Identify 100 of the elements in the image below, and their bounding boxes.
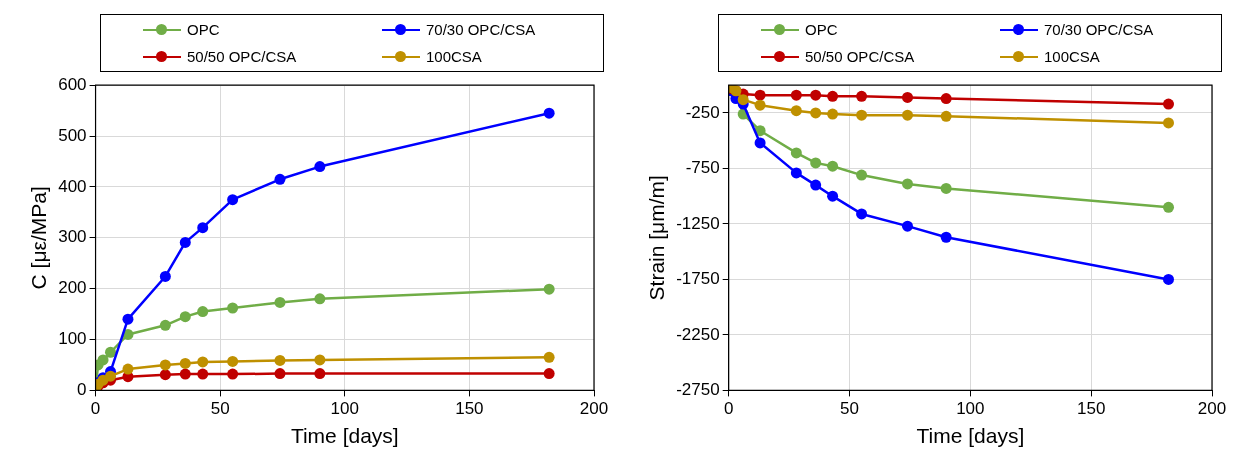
point — [197, 368, 209, 380]
point — [902, 109, 914, 121]
y-tick-label: -1750 — [676, 269, 720, 289]
point — [790, 147, 802, 159]
x-axis-title: Time [days] — [290, 424, 399, 448]
point — [543, 368, 555, 380]
point — [827, 90, 839, 102]
y-tick-label: -750 — [685, 158, 720, 178]
x-tick-label: 100 — [330, 399, 359, 419]
point — [827, 108, 839, 120]
point — [1163, 273, 1174, 285]
point — [810, 157, 822, 169]
x-tick-label: 150 — [455, 399, 484, 419]
point — [754, 137, 766, 149]
point — [159, 369, 171, 381]
point — [543, 107, 555, 119]
point — [856, 208, 868, 220]
point — [940, 93, 952, 105]
point — [159, 319, 171, 331]
legend-label: 100CSA — [1044, 48, 1100, 65]
point — [274, 354, 286, 366]
y-tick-label: 0 — [77, 380, 87, 400]
point — [940, 182, 952, 194]
point — [810, 107, 822, 119]
point — [227, 368, 239, 380]
point — [197, 306, 209, 318]
y-tick-label: 500 — [58, 125, 87, 145]
x-tick-label: 50 — [210, 399, 230, 419]
point — [227, 355, 239, 367]
y-tick-label: 200 — [58, 278, 87, 298]
point — [827, 190, 839, 202]
y-axis-title: Strain [μm/m] — [645, 175, 669, 301]
point — [940, 231, 952, 243]
point — [754, 89, 766, 101]
y-tick-label: -250 — [685, 102, 720, 122]
point — [314, 293, 326, 305]
point — [810, 89, 822, 101]
y-tick-label: -1250 — [676, 213, 720, 233]
x-tick-label: 200 — [579, 399, 609, 419]
legend-label: 50/50 OPC/CSA — [805, 48, 915, 65]
x-tick-label: 0 — [723, 399, 734, 419]
point — [314, 368, 326, 380]
y-tick-label: 400 — [58, 176, 87, 196]
x-axis-title: Time [days] — [916, 424, 1025, 448]
legend-label: OPC — [187, 21, 220, 38]
point — [227, 194, 239, 206]
point — [314, 354, 326, 366]
point — [790, 105, 802, 117]
point — [122, 313, 134, 325]
point — [274, 173, 286, 185]
point — [274, 368, 286, 380]
point — [543, 283, 555, 295]
point — [179, 311, 191, 323]
legend-label: 70/30 OPC/CSA — [426, 21, 536, 38]
x-tick-label: 100 — [956, 399, 985, 419]
point — [856, 169, 868, 181]
y-tick-label: 100 — [58, 329, 87, 349]
x-tick-label: 200 — [1197, 399, 1227, 419]
point — [827, 160, 839, 172]
point — [790, 89, 802, 101]
point — [179, 236, 191, 248]
point — [1163, 201, 1174, 213]
point — [1163, 98, 1174, 110]
point — [543, 351, 555, 363]
point — [274, 296, 286, 308]
point — [105, 346, 117, 358]
point — [197, 222, 209, 234]
point — [902, 178, 914, 190]
point — [810, 179, 822, 191]
point — [105, 370, 117, 382]
legend-label: 50/50 OPC/CSA — [187, 48, 297, 65]
point — [902, 220, 914, 232]
legend-label: OPC — [805, 21, 838, 38]
y-tick-label: -2250 — [676, 324, 720, 344]
legend-label: 100CSA — [426, 48, 482, 65]
point — [197, 356, 209, 368]
point — [122, 363, 134, 375]
point — [856, 90, 868, 102]
point — [97, 354, 109, 366]
y-tick-label: -2750 — [676, 380, 720, 400]
point — [754, 99, 766, 111]
point — [856, 109, 868, 121]
x-tick-label: 150 — [1076, 399, 1106, 419]
y-axis-title: C [με/MPa] — [27, 186, 51, 290]
point — [737, 94, 749, 106]
point — [227, 302, 239, 314]
legend-label: 70/30 OPC/CSA — [1044, 21, 1154, 38]
y-tick-label: 300 — [58, 227, 87, 247]
point — [314, 161, 326, 173]
point — [179, 368, 191, 380]
point — [902, 91, 914, 103]
point — [1163, 117, 1174, 129]
point — [179, 357, 191, 369]
x-tick-label: 0 — [90, 399, 101, 419]
point — [159, 270, 171, 282]
y-tick-label: 600 — [58, 74, 87, 94]
point — [159, 359, 171, 371]
point — [790, 167, 802, 179]
point — [940, 110, 952, 122]
x-tick-label: 50 — [840, 399, 859, 419]
